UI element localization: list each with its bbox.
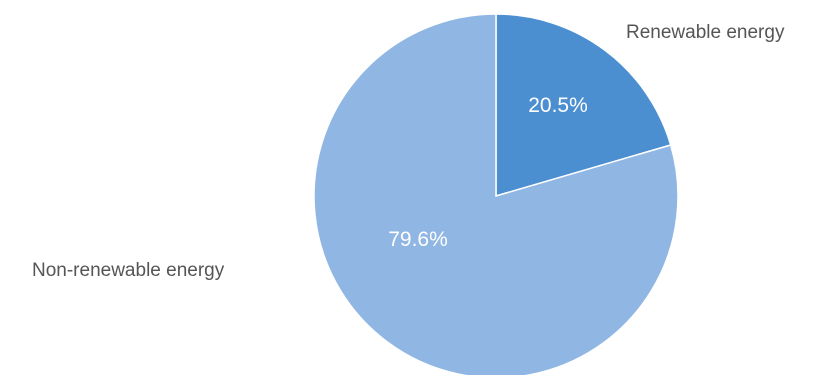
label-non-renewable-energy: Non-renewable energy (32, 260, 225, 281)
pie-slice-non-renewable-energy (313, 13, 679, 375)
slice-category-labels: Renewable energy Non-renewable energy (32, 22, 785, 281)
slice-value-label-non-renewable-energy: 79.6% (388, 228, 448, 251)
pie-slices (313, 13, 679, 375)
label-renewable-energy: Renewable energy (626, 22, 785, 43)
slice-value-labels: 20.5% 79.6% (388, 94, 588, 251)
pie-slice-renewable-energy (495, 13, 672, 198)
slice-value-label-renewable-energy: 20.5% (528, 94, 588, 117)
